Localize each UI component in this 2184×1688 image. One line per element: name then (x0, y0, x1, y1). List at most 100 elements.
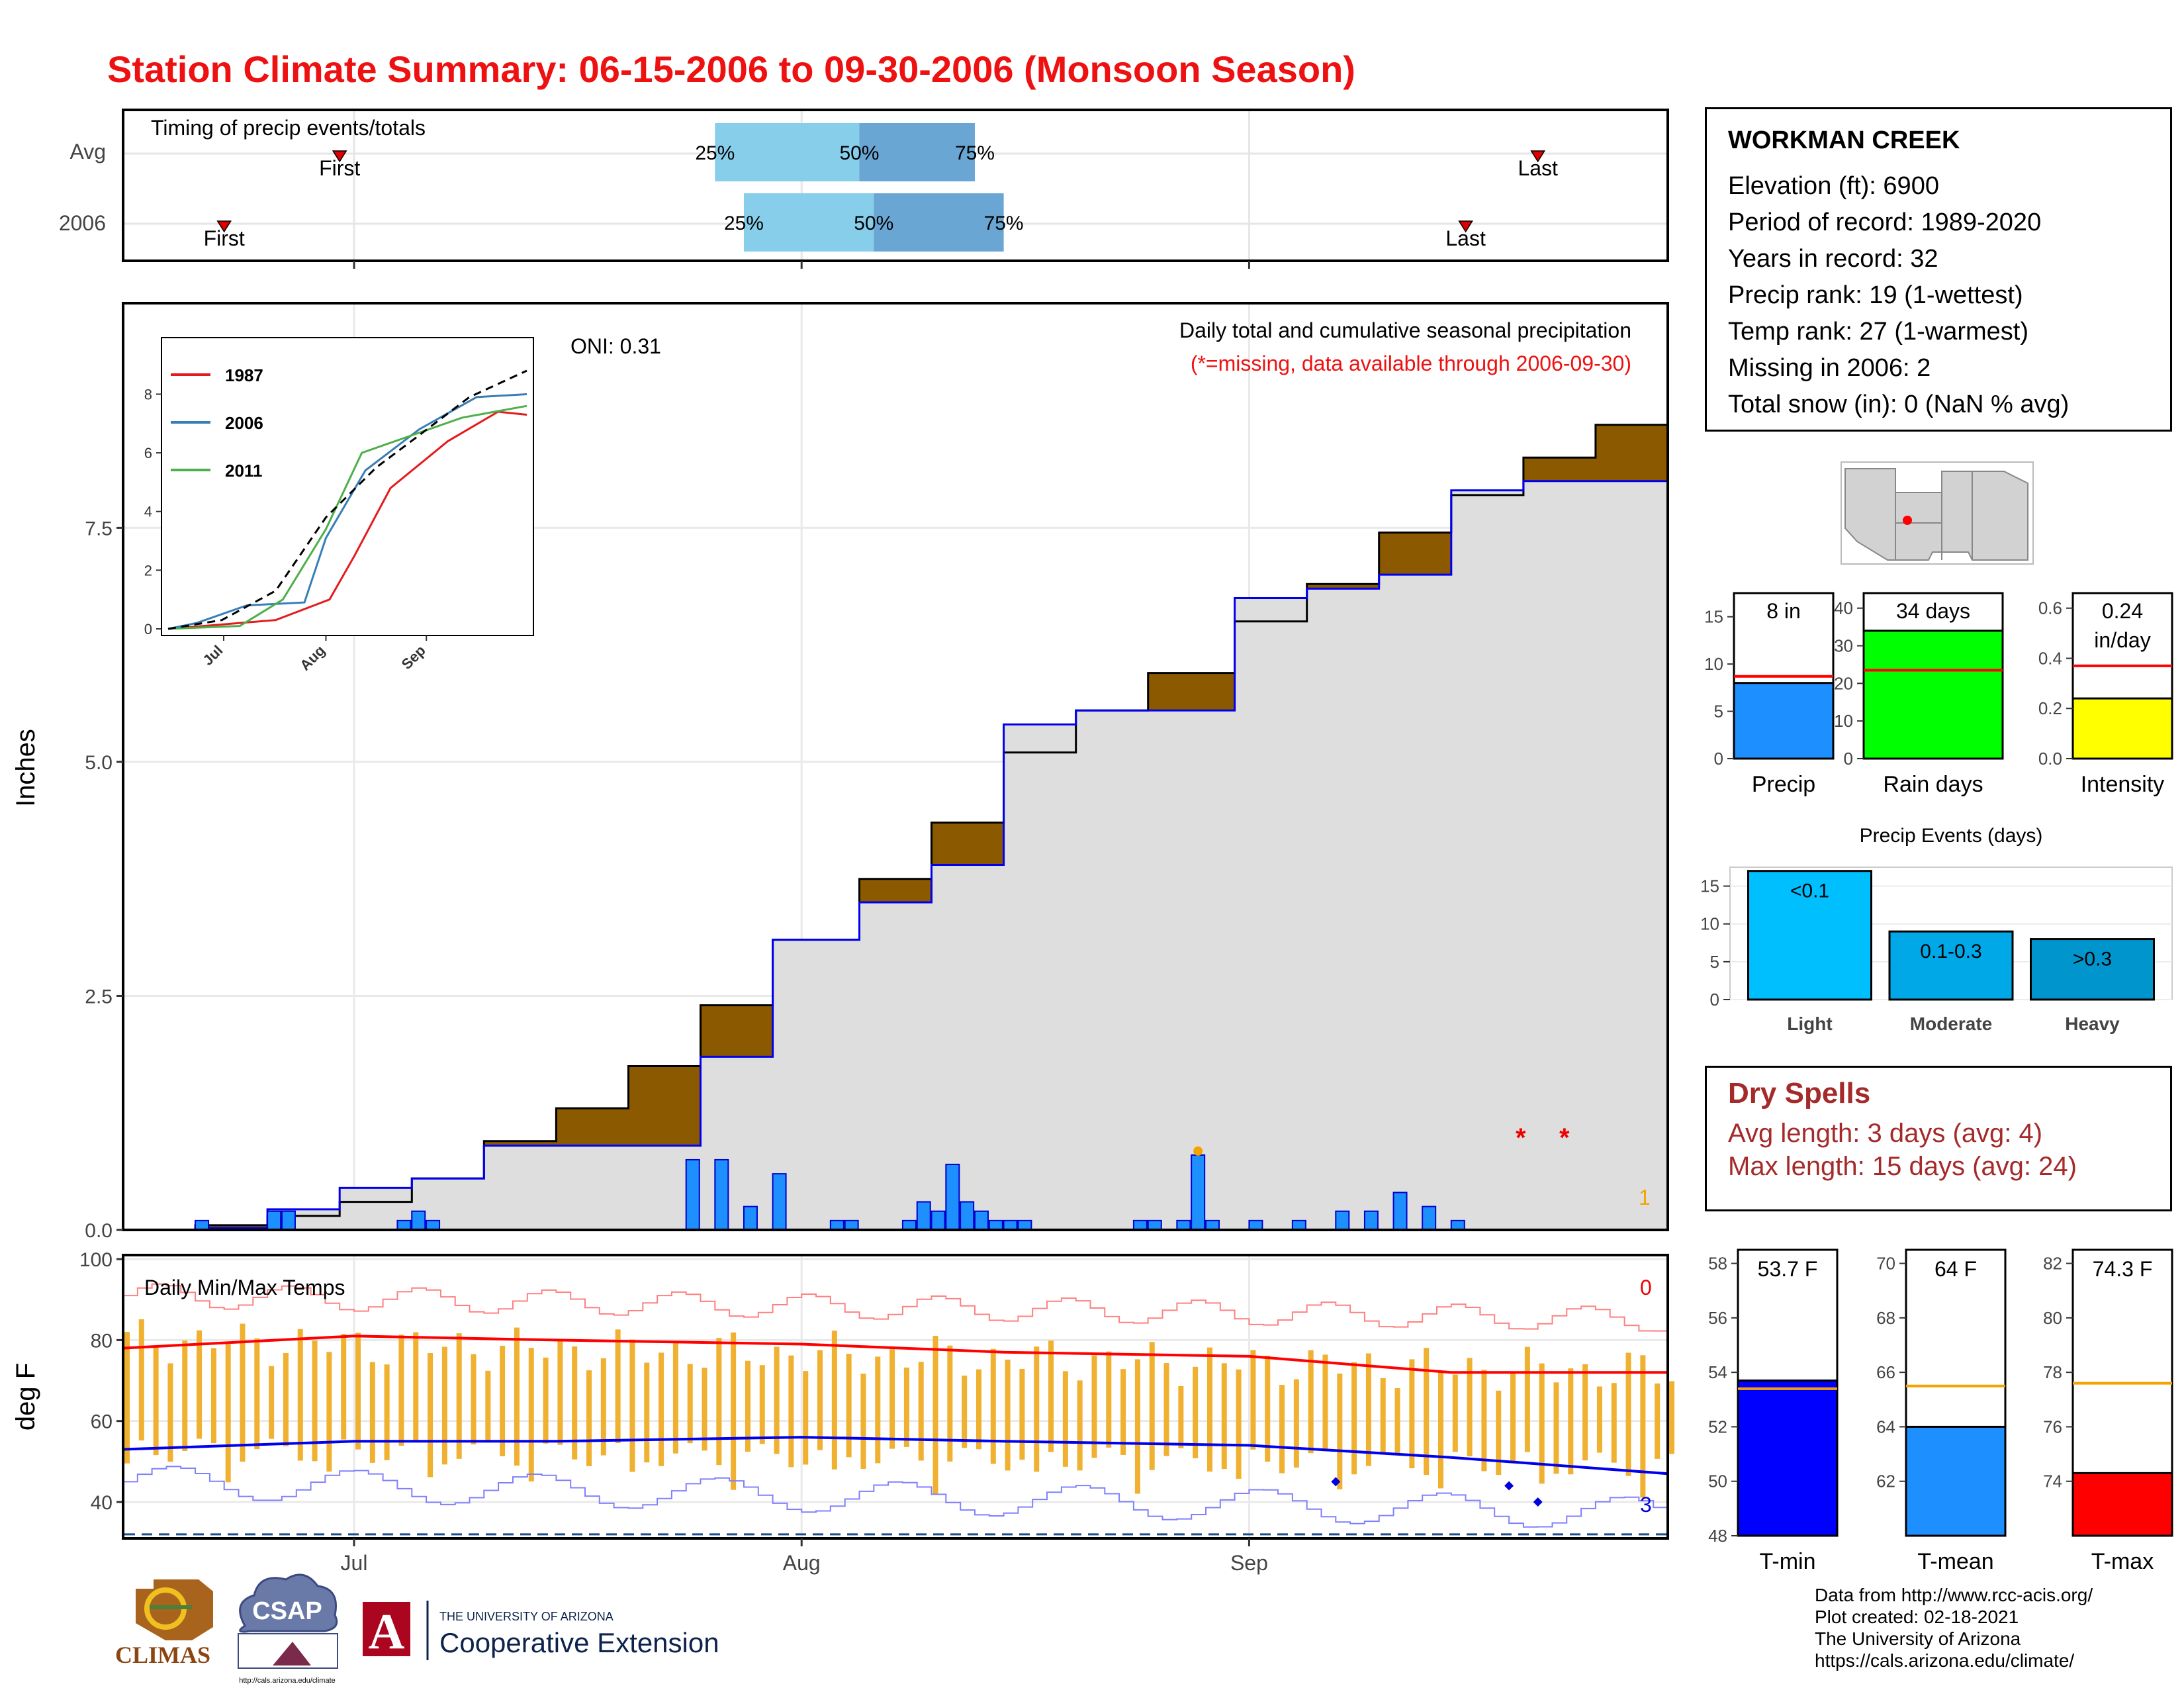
credits: Data from http://www.rcc-acis.org/ Plot … (1815, 1584, 2093, 1671)
daily-temp-bar (369, 1362, 375, 1463)
month-label: Aug (783, 1551, 821, 1575)
mini-bar-tick-label: 10 (1704, 654, 1723, 674)
missing-note: (*=missing, data available through 2006-… (1191, 352, 1631, 375)
daily-temp-bar (615, 1329, 621, 1444)
temp-bar-tick-label: 68 (1876, 1308, 1895, 1328)
daily-temp-bar (1106, 1351, 1112, 1448)
csap-mountain (273, 1642, 311, 1665)
precip-y-axis: 0.0 2.5 5.0 7.5 (85, 518, 123, 1242)
daily-temp-bar (1596, 1386, 1602, 1453)
daily-temp-bar (1655, 1383, 1661, 1459)
precip-panel: 0.0 2.5 5.0 7.5 Inches ONI: 0.31 Daily tota… (11, 302, 1669, 1242)
timing-first-label: First (204, 226, 245, 250)
temp-y-label: deg F (11, 1363, 40, 1430)
timing-panel: 25% 50% 75% First Last 25% 50% 75% First Last Tim… (59, 109, 1669, 262)
timing-last-label: Last (1445, 226, 1486, 250)
daily-temp-bar (803, 1371, 809, 1465)
daily-temp-bar (1582, 1364, 1588, 1461)
legend-2011: 2011 (225, 461, 262, 481)
temp-y-tick-label: 60 (91, 1411, 113, 1433)
daily-temp-bar (312, 1340, 318, 1462)
daily-precip-bar (945, 1164, 960, 1231)
daily-precip-bar (1450, 1219, 1465, 1231)
daily-temp-bar (1409, 1359, 1415, 1468)
precip-areas (123, 401, 1669, 1231)
station-line: Total snow (in): 0 (NaN % avg) (1728, 391, 2070, 418)
daily-precip-bar (772, 1173, 787, 1231)
daily-precip-bar (1291, 1219, 1306, 1231)
mini-bar-tick-label: 0.6 (2038, 598, 2062, 618)
temp-bar-tick-label: 56 (1708, 1308, 1727, 1328)
daily-temp-bar (1279, 1385, 1285, 1474)
daily-temp-bar (933, 1335, 938, 1495)
daily-temp-bar (1437, 1370, 1443, 1489)
timing-bar-upper (859, 123, 975, 181)
inset-line-1987 (167, 410, 527, 630)
mini-bar-tick-label: 5 (1714, 702, 1723, 722)
mini-bar-tick-label: 20 (1834, 673, 1853, 693)
event-bar-label: 0.1-0.3 (1920, 941, 1981, 962)
daily-temp-bar (528, 1348, 534, 1481)
event-bar-label: >0.3 (2073, 949, 2112, 970)
daily-temp-bar (1553, 1382, 1559, 1474)
daily-temp-bar (731, 1332, 737, 1490)
timing-row-2006: 2006 (59, 211, 106, 235)
daily-temp-bar (1568, 1368, 1574, 1475)
daily-temp-bar (269, 1366, 275, 1439)
daily-temp-bar (355, 1333, 361, 1450)
temp-bar-t-mean (1905, 1425, 2007, 1537)
events-title: Precip Events (days) (1860, 825, 2043, 847)
timing-row-avg: Avg (69, 140, 106, 164)
daily-temp-bar (1178, 1386, 1184, 1448)
mini-bar-tick-label: 0.0 (2038, 749, 2062, 769)
timing-first-label: First (319, 156, 360, 180)
daily-temp-bar (1236, 1369, 1242, 1479)
timing-pct-50: 50% (854, 212, 893, 234)
daily-temp-bar (1337, 1374, 1343, 1489)
daily-temp-bar (1640, 1355, 1646, 1498)
daily-temp-bar (716, 1338, 722, 1466)
month-label: Sep (1230, 1551, 1268, 1575)
timing-bar-lower (743, 193, 874, 252)
mini-bar-value: 34 days (1896, 599, 1970, 623)
daily-temp-bar (341, 1334, 347, 1440)
mini-bar-tick-label: 0.4 (2038, 648, 2062, 668)
record-low-line (123, 1466, 1668, 1528)
legend-1987: 1987 (225, 365, 263, 385)
daily-precip-bar (396, 1219, 412, 1231)
daily-precip-bar (1363, 1210, 1379, 1231)
missing-marker-1: * (1516, 1123, 1526, 1152)
daily-precip-bar (195, 1219, 210, 1231)
daily-temp-bar (1467, 1358, 1473, 1457)
inset-y-tick-label: 8 (144, 386, 152, 402)
temp-label: Daily Min/Max Temps (144, 1276, 345, 1299)
precip-y-tick-label: 5.0 (85, 752, 113, 774)
daily-temp-bar (1625, 1352, 1631, 1476)
temp-lines (122, 1283, 1674, 1536)
events-tick-label: 0 (1710, 990, 1719, 1009)
daily-temp-bar (1134, 1359, 1140, 1494)
month-axis: Jul Aug Sep (341, 261, 1268, 1575)
timing-last-label: Last (1518, 156, 1558, 180)
temperature-summary-bars: 48 50 52 54 56 58 53.7 F T-min 62 64 66 68 70 64 F T-m… (1708, 1248, 2173, 1574)
daily-precip-bar (974, 1210, 989, 1231)
credit-line: https://cals.arizona.edu/climate/ (1815, 1650, 2075, 1671)
daily-temp-bar (182, 1340, 188, 1451)
mini-bar-label: Rain days (1883, 772, 1983, 797)
credit-line: Data from http://www.rcc-acis.org/ (1815, 1585, 2093, 1605)
daily-precip-bar (1003, 1219, 1018, 1231)
temp-bar-tick-label: 64 (1876, 1417, 1895, 1436)
temp-bar-tick-label: 62 (1876, 1472, 1895, 1491)
temp-y-tick-label: 80 (91, 1330, 113, 1352)
cumulative-2006-area (123, 481, 1668, 1231)
daily-temp-bar (456, 1333, 462, 1459)
precip-frame (122, 302, 1669, 1231)
daily-temp-bar (1193, 1366, 1199, 1458)
events-tick-label: 10 (1700, 914, 1719, 934)
temp-bar-t-min (1737, 1379, 1839, 1537)
daily-temp-bar (1539, 1363, 1545, 1484)
daily-precip-bar (1147, 1219, 1162, 1231)
temp-bar-value: 64 F (1934, 1257, 1977, 1281)
dry-spells-box: Dry Spells Avg length: 3 days (avg: 4) M… (1705, 1066, 2172, 1211)
